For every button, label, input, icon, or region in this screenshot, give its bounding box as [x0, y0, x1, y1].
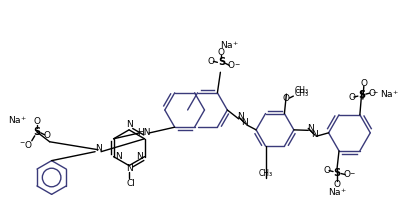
Text: CH₃: CH₃: [294, 86, 308, 95]
Text: O: O: [348, 93, 354, 102]
Text: $^{-}$: $^{-}$: [348, 170, 354, 179]
Text: O: O: [43, 131, 50, 140]
Text: N: N: [126, 164, 132, 173]
Text: S: S: [333, 168, 340, 178]
Text: $^{-}$: $^{-}$: [233, 61, 240, 70]
Text: N: N: [115, 152, 122, 161]
Text: Na$^{+}$: Na$^{+}$: [219, 40, 238, 51]
Text: O: O: [342, 170, 350, 179]
Text: O: O: [333, 180, 340, 189]
Text: N: N: [237, 112, 243, 122]
Text: O: O: [227, 61, 234, 70]
Text: Na$^{+}$: Na$^{+}$: [327, 187, 346, 198]
Text: $^{-}$O: $^{-}$O: [18, 139, 32, 150]
Text: O: O: [359, 79, 367, 88]
Text: O: O: [217, 48, 224, 57]
Text: CH₃: CH₃: [258, 169, 272, 178]
Text: $^{-}$: $^{-}$: [371, 89, 378, 98]
Text: O: O: [207, 57, 215, 66]
Text: N: N: [310, 130, 317, 139]
Text: S: S: [33, 127, 40, 137]
Text: O: O: [33, 117, 40, 126]
Text: Na$^{+}$: Na$^{+}$: [379, 88, 398, 100]
Text: N: N: [95, 144, 101, 153]
Text: S: S: [357, 90, 365, 100]
Text: S: S: [217, 57, 225, 67]
Text: N: N: [241, 118, 247, 127]
Text: HN: HN: [137, 129, 150, 138]
Text: Na$^{+}$: Na$^{+}$: [8, 114, 27, 126]
Text: CH₃: CH₃: [294, 89, 308, 98]
Text: O: O: [282, 94, 289, 102]
Text: O: O: [323, 166, 330, 175]
Text: N: N: [306, 124, 313, 133]
Text: N: N: [136, 152, 143, 161]
Text: N: N: [126, 120, 132, 129]
Text: Cl: Cl: [126, 179, 135, 188]
Text: O: O: [367, 89, 375, 98]
